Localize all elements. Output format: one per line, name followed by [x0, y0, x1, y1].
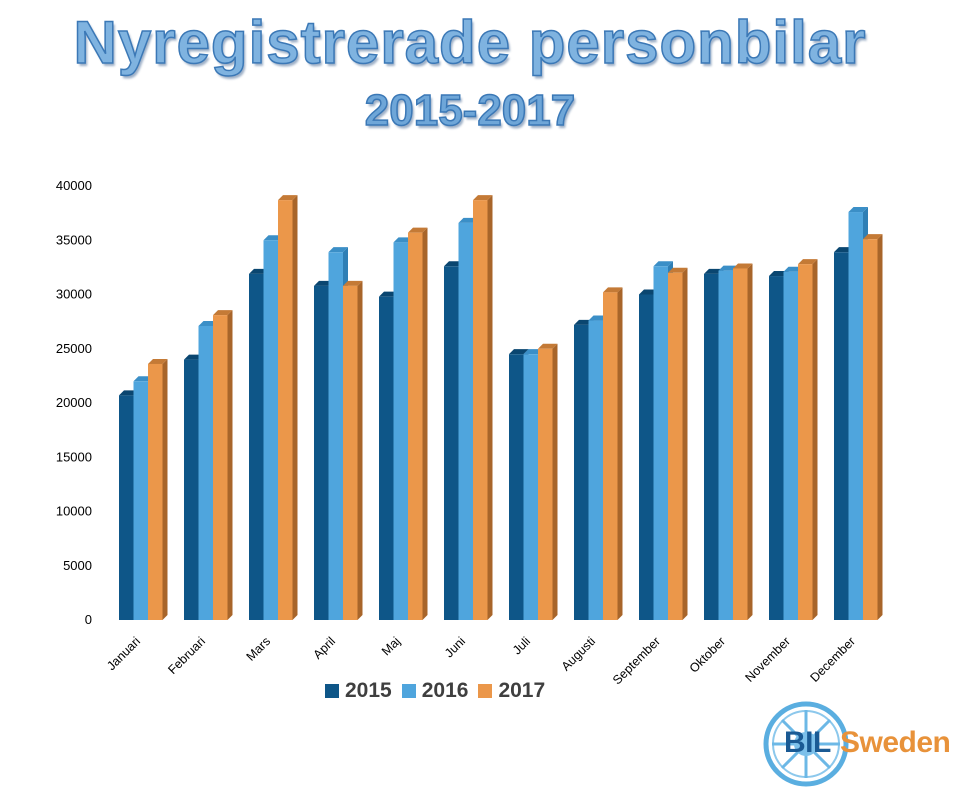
x-tick-label: September [610, 634, 663, 687]
wheel-icon [763, 701, 849, 787]
bar-maj-2017 [408, 227, 428, 620]
x-tick-label: Januari [104, 634, 143, 673]
y-tick-label: 20000 [56, 395, 92, 410]
bar-december-2017 [863, 234, 883, 621]
legend-item-2016: 2016 [401, 679, 469, 703]
x-tick-label: Oktober [687, 634, 728, 675]
x-tick-label: December [807, 634, 858, 685]
bar-series [119, 195, 883, 621]
bar-juni-2017 [473, 195, 493, 621]
y-tick-label: 40000 [56, 178, 92, 193]
bar-april-2017 [343, 280, 363, 620]
legend-item-2015: 2015 [325, 679, 392, 703]
legend-swatch-2017 [478, 684, 493, 698]
legend-label: 2016 [421, 679, 469, 702]
legend: 2015 2016 2017 [325, 679, 545, 703]
bar-november-2017 [798, 259, 818, 620]
legend-swatch-2016 [401, 684, 416, 698]
legend-label: 2017 [498, 679, 546, 702]
bar-februari-2017 [213, 310, 233, 620]
x-tick-label: April [311, 634, 339, 662]
legend-item-2017: 2017 [478, 679, 545, 703]
bar-januari-2017 [148, 358, 168, 620]
y-tick-label: 30000 [56, 287, 92, 302]
legend-swatch-2015 [325, 684, 339, 698]
y-tick-label: 0 [85, 612, 92, 627]
x-tick-label: Juli [510, 634, 533, 657]
bar-mars-2017 [278, 195, 298, 621]
x-tick-label: Augusti [559, 634, 598, 673]
bar-september-2017 [668, 267, 688, 620]
x-tick-label: November [742, 634, 793, 685]
logo-bil-text: BIL [784, 726, 831, 759]
y-tick-label: 10000 [56, 504, 92, 519]
x-tick-label: Juni [442, 634, 468, 660]
x-tick-label: Mars [244, 634, 274, 664]
bar-juli-2017 [538, 343, 558, 620]
logo-sweden-text: Sweden [840, 726, 951, 759]
y-tick-label: 15000 [56, 449, 92, 464]
y-tick-label: 5000 [63, 558, 92, 573]
chart-subtitle: 2015-2017 [364, 85, 576, 136]
chart-title: Nyregistrerade personbilar [73, 8, 867, 77]
x-tick-label: Maj [379, 634, 403, 658]
bar-oktober-2017 [733, 263, 753, 620]
x-tick-label: Februari [165, 634, 208, 677]
y-tick-label: 35000 [56, 232, 92, 247]
y-tick-label: 25000 [56, 341, 92, 356]
y-axis: 40000 35000 30000 25000 20000 15000 10000 5000 0 [56, 178, 92, 627]
bil-sweden-logo: BIL Sweden [762, 700, 977, 790]
bar-augusti-2017 [603, 287, 623, 620]
legend-label: 2015 [345, 679, 392, 702]
